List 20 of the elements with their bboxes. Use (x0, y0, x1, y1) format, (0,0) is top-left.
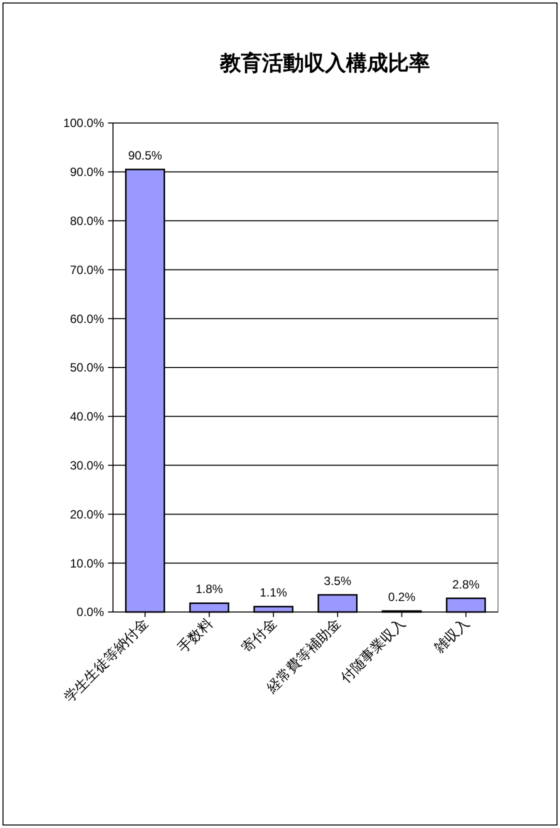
y-tick-label: 100.0% (63, 116, 104, 130)
y-tick-label: 50.0% (70, 360, 104, 375)
data-label: 1.1% (260, 586, 288, 600)
chart-title: 教育活動収入構成比率 (219, 51, 430, 75)
y-tick-label: 60.0% (70, 312, 104, 326)
y-tick-label: 30.0% (70, 458, 104, 472)
y-tick-label: 10.0% (70, 556, 104, 570)
data-label: 0.2% (388, 590, 416, 604)
data-label: 1.8% (196, 582, 224, 596)
data-label: 90.5% (128, 148, 162, 162)
y-tick-label: 90.0% (70, 165, 104, 180)
x-tick-label: 雑収入 (431, 614, 472, 656)
y-tick-label: 40.0% (70, 410, 104, 424)
x-tick-label: 手数料 (174, 614, 216, 656)
data-label: 3.5% (324, 574, 352, 588)
x-tick-label: 寄付金 (238, 614, 280, 656)
y-tick-label: 80.0% (70, 214, 104, 228)
data-label: 2.8% (452, 577, 480, 592)
y-tick-label: 70.0% (70, 262, 104, 277)
y-tick-label: 20.0% (70, 507, 104, 522)
